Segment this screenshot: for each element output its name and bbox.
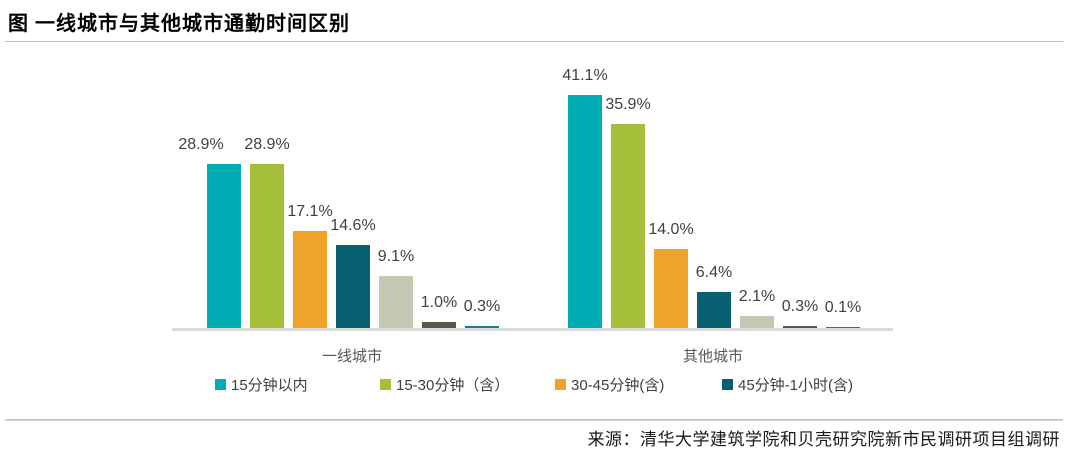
chart-title: 图 一线城市与其他城市通勤时间区别 <box>8 13 350 35</box>
bar-value-label: 1.0% <box>420 294 458 311</box>
bar <box>207 164 241 328</box>
bar-value-label: 41.1% <box>562 67 608 84</box>
x-axis-line <box>172 328 893 331</box>
category-label-first-tier: 一线城市 <box>321 348 382 365</box>
bar <box>697 292 731 328</box>
legend-item: 45分钟-1小时(含) <box>722 374 853 394</box>
bar <box>250 164 284 328</box>
bar <box>422 322 456 328</box>
legend-swatch-icon <box>555 378 566 390</box>
legend-swatch-icon <box>722 378 733 390</box>
legend-label: 15-30分钟（含） <box>396 376 510 394</box>
bar-value-label: 14.6% <box>330 217 376 234</box>
bar-value-label: 28.9% <box>178 136 224 153</box>
bar <box>465 326 499 328</box>
bar-value-label: 28.9% <box>244 136 290 153</box>
bar-value-label: 6.4% <box>695 264 733 281</box>
bar <box>293 231 327 328</box>
legend-item: 15-30分钟（含） <box>380 374 509 394</box>
bar-value-label: 0.3% <box>463 298 501 315</box>
legend-swatch-icon <box>380 378 391 390</box>
category-label-other-cities: 其他城市 <box>682 348 743 365</box>
bar <box>783 326 817 328</box>
bar-value-label: 0.3% <box>781 298 819 315</box>
bar <box>654 249 688 328</box>
bar-value-label: 0.1% <box>824 299 862 316</box>
bar <box>336 245 370 328</box>
bar-value-label: 9.1% <box>377 248 415 265</box>
legend-item: 30-45分钟(含) <box>555 374 664 394</box>
bar-value-label: 14.0% <box>648 221 694 238</box>
bar <box>826 327 860 328</box>
legend-item: 15分钟以内 <box>215 374 308 394</box>
title-divider <box>5 41 1063 42</box>
bar-value-label: 35.9% <box>605 96 651 113</box>
legend-label: 30-45分钟(含) <box>571 376 665 394</box>
bar <box>568 95 602 328</box>
bar-value-label: 2.1% <box>738 288 776 305</box>
bar <box>379 276 413 328</box>
legend-swatch-icon <box>215 378 226 390</box>
legend-label: 45分钟-1小时(含) <box>738 376 854 394</box>
bar <box>611 124 645 328</box>
bar-value-label: 17.1% <box>287 203 333 220</box>
bar <box>740 316 774 328</box>
footer-divider <box>5 419 1063 421</box>
legend-label: 15分钟以内 <box>231 376 308 394</box>
source-text: 来源：清华大学建筑学院和贝壳研究院新市民调研项目组调研 <box>587 430 1060 449</box>
